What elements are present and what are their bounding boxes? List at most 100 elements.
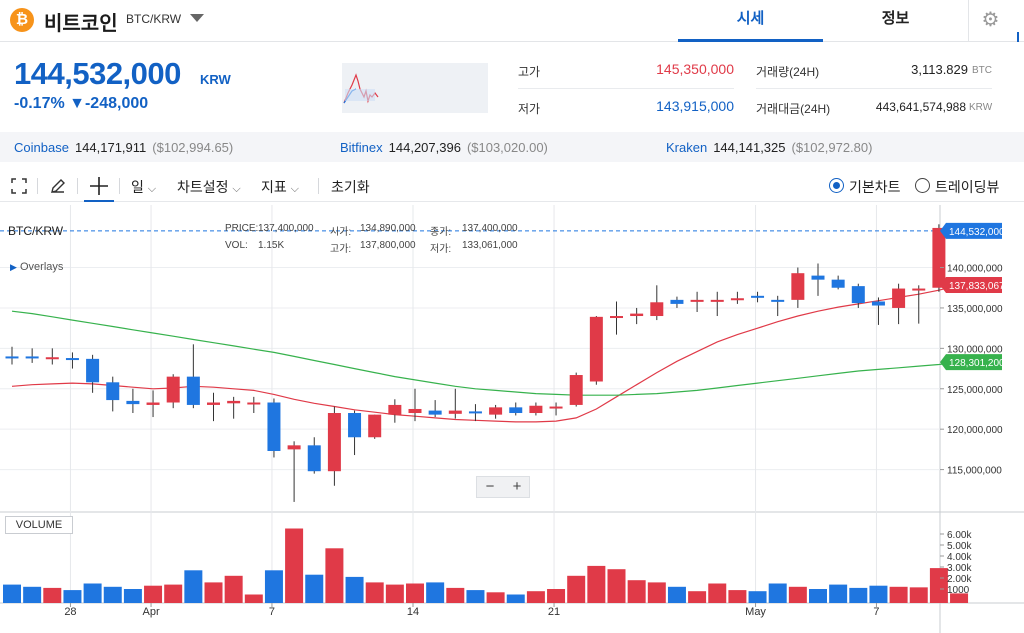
turnover-label: 거래대금(24H) (756, 102, 831, 116)
chart-settings-dropdown[interactable]: 차트설정 ⌵ (177, 177, 241, 197)
overlays-toggle[interactable]: ▶ Overlays (10, 261, 63, 273)
candle-body (448, 410, 462, 414)
coin-pair[interactable]: BTC/KRW (126, 12, 182, 26)
volume-bar (547, 589, 566, 603)
candle-body (468, 411, 482, 414)
expand-icon[interactable] (11, 178, 27, 194)
candle-body (549, 406, 563, 409)
volume-bar (103, 586, 122, 603)
price-badge-label: 128,301,200 (949, 358, 1005, 369)
crosshair-icon[interactable] (89, 176, 109, 196)
volume-bar (164, 584, 183, 603)
candle-body (932, 227, 946, 288)
toolbar-divider (77, 178, 78, 194)
volume-bar (768, 583, 787, 603)
candle-body (247, 402, 261, 405)
candle-body (227, 400, 241, 404)
basic-chart-label[interactable]: 기본차트 (849, 179, 901, 195)
exchange-prices: Coinbase 144,171,911 ($102,994.65) Bitfine… (0, 132, 1024, 162)
candle-body (791, 273, 805, 300)
volume-bar (849, 587, 868, 603)
candle-body (831, 279, 845, 288)
pencil-icon[interactable] (49, 177, 67, 195)
exchange-usd: ($102,972.80) (791, 140, 873, 155)
divider (756, 88, 992, 89)
exchange-name: Coinbase (14, 140, 69, 155)
volume-bar (446, 587, 465, 603)
price-chart[interactable]: 115,000,000 120,000,000 125,000,000 130,000… (0, 205, 1024, 633)
high-label: 고가 (518, 65, 541, 79)
volume-bar (607, 569, 626, 603)
legend-open-label: 시가: (330, 227, 352, 238)
exchange-name: Kraken (666, 140, 708, 155)
turnover-value: 443,641,574,988 (875, 100, 966, 114)
toolbar-divider (119, 178, 120, 194)
date-tick-label: Apr (142, 606, 159, 618)
candle-body (690, 299, 704, 302)
volume-bar (43, 587, 62, 603)
coin-name[interactable]: 비트코인 (44, 13, 118, 35)
volume-bar (929, 568, 948, 603)
volume-bar (526, 591, 545, 603)
basic-chart-radio[interactable] (829, 178, 844, 193)
candle-body (186, 376, 200, 405)
divider (518, 88, 734, 89)
exchange-price: 144,171,911 (74, 140, 147, 155)
tab-info[interactable]: 정보 (881, 10, 910, 27)
tradingview-radio[interactable] (915, 178, 930, 193)
legend-price-label: PRICE: (225, 223, 259, 234)
candle-body (650, 302, 664, 317)
tradingview-label[interactable]: 트레이딩뷰 (935, 179, 1000, 195)
candle-body (348, 413, 362, 438)
candle-body (25, 356, 39, 359)
volume-bar (486, 592, 505, 603)
volume-tick-label: 3.00k (947, 563, 972, 574)
legend-vol: 1.15K (258, 240, 285, 251)
period-dropdown[interactable]: 일 ⌵ (131, 177, 156, 197)
price-badge-label: 144,532,000 (949, 227, 1005, 238)
exchange-price: 144,141,325 (713, 140, 786, 155)
candle-body (771, 299, 785, 302)
chevron-down-icon[interactable] (190, 14, 204, 22)
toolbar-divider (318, 178, 319, 194)
volume-label: 거래량(24H) (756, 65, 820, 79)
reset-button[interactable]: 초기화 (331, 179, 370, 195)
high-value: 145,350,000 (656, 61, 734, 77)
crosshair-active-indicator (84, 200, 114, 202)
candle-body (408, 408, 422, 414)
exchange-coinbase[interactable]: Coinbase 144,171,911 ($102,994.65) (14, 140, 233, 155)
volume-bar (869, 585, 888, 603)
moving-average-line (11, 284, 960, 423)
exchange-kraken[interactable]: Kraken 144,141,325 ($102,972.80) (666, 140, 872, 155)
candle-body (630, 313, 644, 317)
volume-bar (184, 570, 203, 603)
candle-body (388, 404, 402, 415)
zoom-in-button[interactable]: + (512, 478, 522, 495)
volume-bar (83, 583, 102, 603)
candle-body (307, 445, 321, 472)
tab-quotes[interactable]: 시세 (678, 0, 823, 42)
indicators-dropdown[interactable]: 지표 ⌵ (261, 177, 299, 197)
low-label: 저가 (518, 102, 541, 116)
volume-tick-label: 5.00k (947, 541, 972, 552)
legend-close-label: 종가: (430, 227, 452, 238)
volume-bar (627, 580, 646, 603)
volume-bar (365, 582, 384, 603)
candle-body (207, 402, 220, 405)
zoom-out-button[interactable]: − (485, 478, 495, 495)
volume-bar (728, 590, 747, 603)
volume-bar (406, 583, 424, 603)
candle-body (166, 376, 180, 403)
exchange-usd: ($102,994.65) (152, 140, 234, 155)
chart-symbol: BTC/KRW (8, 224, 64, 238)
gear-icon[interactable]: ⚙ (968, 0, 1012, 42)
candle-body (610, 316, 623, 319)
volume-bar (3, 584, 21, 603)
candle-body (267, 402, 281, 451)
volume-bar (426, 582, 445, 603)
volume-bar (950, 593, 969, 603)
date-tick-label: 7 (873, 606, 879, 618)
exchange-bitfinex[interactable]: Bitfinex 144,207,396 ($103,020.00) (340, 140, 548, 155)
volume-bar (829, 584, 848, 603)
volume-bar (63, 590, 82, 603)
